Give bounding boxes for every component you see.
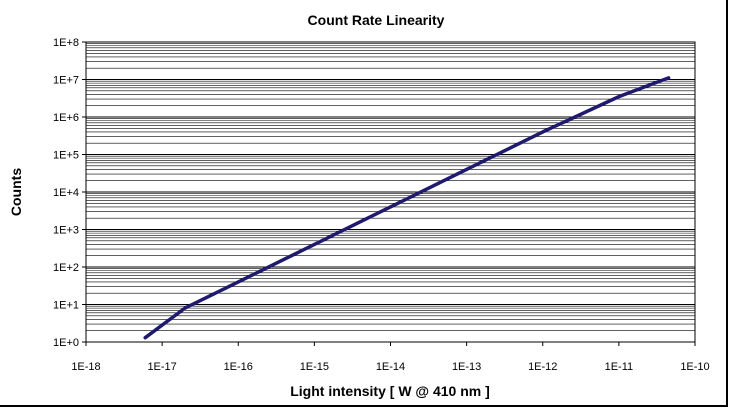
- x-tick-label: 1E-10: [680, 361, 709, 373]
- x-tick-label: 1E-11: [605, 361, 634, 373]
- y-tick-label: 1E+7: [53, 75, 79, 87]
- y-tick-label: 1E+3: [53, 225, 79, 237]
- x-axis-title: Light intensity [ W @ 410 nm ]: [290, 383, 490, 399]
- x-tick-label: 1E-15: [300, 361, 329, 373]
- chart-title: Count Rate Linearity: [308, 12, 445, 28]
- y-tick-label: 1E+6: [53, 112, 79, 124]
- y-tick-label: 1E+4: [53, 187, 79, 199]
- x-tick-label: 1E-17: [147, 361, 176, 373]
- x-tick-label: 1E-18: [71, 361, 100, 373]
- y-tick-label: 1E+8: [53, 37, 79, 49]
- y-tick-label: 1E+5: [53, 150, 79, 162]
- x-tick-label: 1E-12: [528, 361, 557, 373]
- series-layer: [143, 76, 671, 340]
- y-tick-label: 1E+1: [53, 300, 79, 312]
- x-axis-ticks: 1E-18 1E-17 1E-16 1E-15 1E-14 1E-13 1E-12 1E-11…: [71, 342, 710, 373]
- x-tick-label: 1E-16: [224, 361, 253, 373]
- y-tick-label: 1E+0: [53, 337, 79, 349]
- y-axis-ticks: 1E+0 1E+1 1E+2 1E+3 1E+4 1E+5 1E+6 1E+7 1E+8: [53, 37, 86, 349]
- x-tick-label: 1E-13: [452, 361, 481, 373]
- y-axis-title: Counts: [8, 168, 24, 216]
- series-line: [143, 76, 671, 340]
- gridlines: [86, 43, 695, 332]
- y-tick-label: 1E+2: [53, 262, 79, 274]
- x-tick-label: 1E-14: [376, 361, 405, 373]
